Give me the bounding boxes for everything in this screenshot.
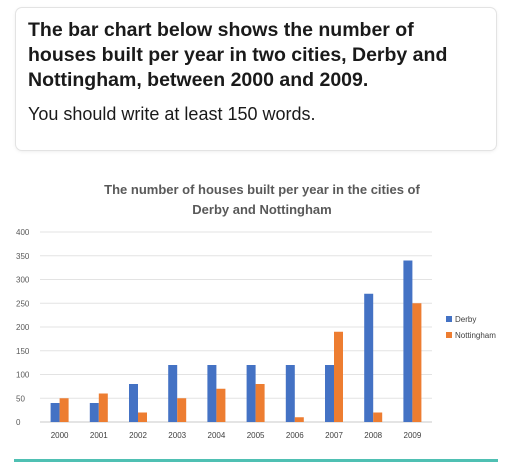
x-tick-label: 2001 — [90, 431, 108, 440]
y-tick-label: 200 — [16, 323, 30, 332]
legend-label-derby: Derby — [455, 315, 476, 324]
y-tick-label: 0 — [16, 418, 21, 427]
bar-derby-2007 — [325, 365, 334, 422]
bar-nottingham-2008 — [373, 412, 383, 422]
bar-nottingham-2002 — [138, 412, 147, 422]
bar-nottingham-2006 — [294, 417, 304, 422]
bar-nottingham-2004 — [216, 388, 226, 422]
y-tick-label: 300 — [16, 276, 30, 285]
chart-legend: Derby Nottingham — [446, 315, 496, 340]
x-tick-label: 2006 — [286, 431, 304, 440]
bar-derby-2001 — [89, 403, 99, 422]
chart-bars — [50, 260, 422, 422]
bar-derby-2008 — [364, 293, 374, 422]
x-tick-label: 2002 — [129, 431, 147, 440]
bar-nottingham-2001 — [98, 393, 108, 422]
y-tick-label: 350 — [16, 252, 30, 261]
x-tick-label: 2004 — [208, 431, 226, 440]
y-tick-label: 150 — [16, 347, 30, 356]
bar-derby-2002 — [129, 384, 138, 422]
legend-swatch-nottingham — [446, 332, 452, 338]
chart-title-line-1: The number of houses built per year in t… — [104, 182, 420, 197]
x-tick-label: 2000 — [51, 431, 69, 440]
legend-label-nottingham: Nottingham — [455, 331, 496, 340]
task-word-requirement: You should write at least 150 words. — [28, 104, 316, 124]
chart-title-line-2: Derby and Nottingham — [192, 202, 331, 217]
y-tick-label: 250 — [16, 299, 30, 308]
bar-chart-svg: The number of houses built per year in t… — [16, 182, 496, 440]
bar-nottingham-2005 — [255, 384, 265, 422]
x-tick-label: 2007 — [325, 431, 343, 440]
legend-swatch-derby — [446, 316, 452, 322]
bar-derby-2003 — [168, 365, 178, 422]
bar-derby-2009 — [403, 260, 413, 422]
x-axis-ticks: 2000 2001 2002 2003 2004 2005 2006 2007 2008 2009 — [51, 431, 422, 440]
bar-derby-2004 — [207, 365, 217, 422]
bottom-accent-bar — [14, 459, 498, 462]
x-tick-label: 2005 — [247, 431, 265, 440]
bar-derby-2000 — [50, 403, 60, 422]
bar-chart: The number of houses built per year in t… — [0, 170, 512, 456]
bar-nottingham-2007 — [334, 331, 343, 422]
y-axis-ticks: 0 50 100 150 200 250 300 350 400 — [16, 228, 30, 427]
bar-nottingham-2003 — [177, 398, 187, 422]
y-tick-label: 400 — [16, 228, 30, 237]
y-tick-label: 100 — [16, 371, 30, 380]
x-tick-label: 2008 — [364, 431, 382, 440]
bar-nottingham-2009 — [412, 303, 422, 422]
bar-nottingham-2000 — [59, 398, 69, 422]
bar-derby-2005 — [246, 365, 256, 422]
x-tick-label: 2003 — [168, 431, 186, 440]
task-prompt-card: The bar chart below shows the number of … — [16, 8, 496, 150]
bar-derby-2006 — [285, 365, 295, 422]
x-tick-label: 2009 — [404, 431, 422, 440]
task-prompt-title: The bar chart below shows the number of … — [28, 19, 448, 91]
y-tick-label: 50 — [16, 394, 25, 403]
